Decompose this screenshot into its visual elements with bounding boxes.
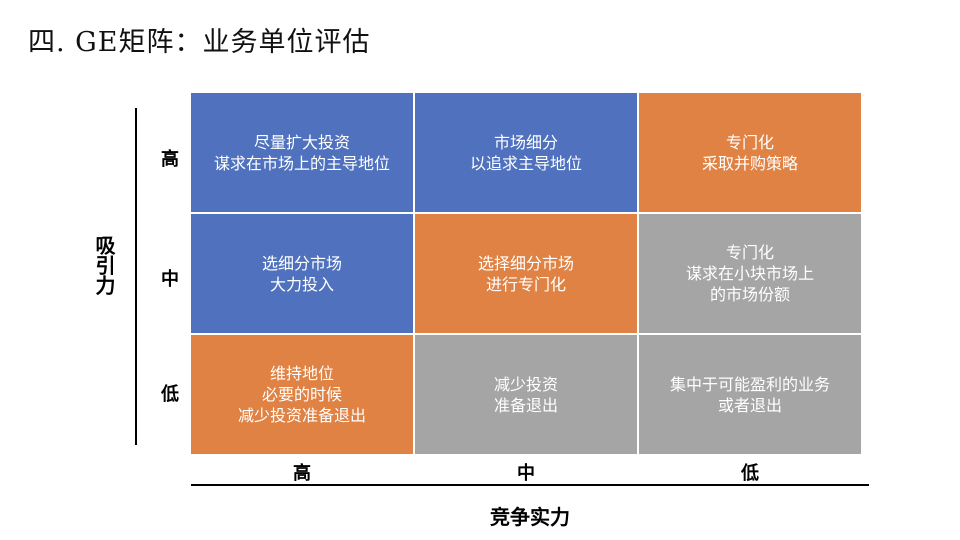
col-label-high: 高 xyxy=(293,463,311,484)
page-title: 四. GE矩阵：业务单位评估 xyxy=(28,27,371,58)
cell-high-low: 专门化 采取并购策略 xyxy=(639,93,861,212)
cell-low-high: 维持地位 必要的时候 减少投资准备退出 xyxy=(191,335,413,454)
x-axis-label: 竞争实力 xyxy=(490,505,570,529)
col-label-medium: 中 xyxy=(517,463,535,484)
y-axis-line xyxy=(135,108,137,445)
cell-medium-medium: 选择细分市场 进行专门化 xyxy=(415,214,637,333)
ge-matrix-grid: 尽量扩大投资 谋求在市场上的主导地位 市场细分 以追求主导地位 专门化 采取并购… xyxy=(191,93,861,454)
col-label-low: 低 xyxy=(741,463,759,484)
cell-medium-high: 选细分市场 大力投入 xyxy=(191,214,413,333)
x-axis-line xyxy=(191,484,869,486)
cell-low-medium: 减少投资 准备退出 xyxy=(415,335,637,454)
row-label-high: 高 xyxy=(161,149,179,170)
cell-high-medium: 市场细分 以追求主导地位 xyxy=(415,93,637,212)
cell-medium-low: 专门化 谋求在小块市场上 的市场份额 xyxy=(639,214,861,333)
row-label-low: 低 xyxy=(161,384,179,405)
y-axis-label: 吸引力 xyxy=(92,235,116,295)
row-label-medium: 中 xyxy=(161,269,179,290)
cell-high-high: 尽量扩大投资 谋求在市场上的主导地位 xyxy=(191,93,413,212)
cell-low-low: 集中于可能盈利的业务 或者退出 xyxy=(639,335,861,454)
